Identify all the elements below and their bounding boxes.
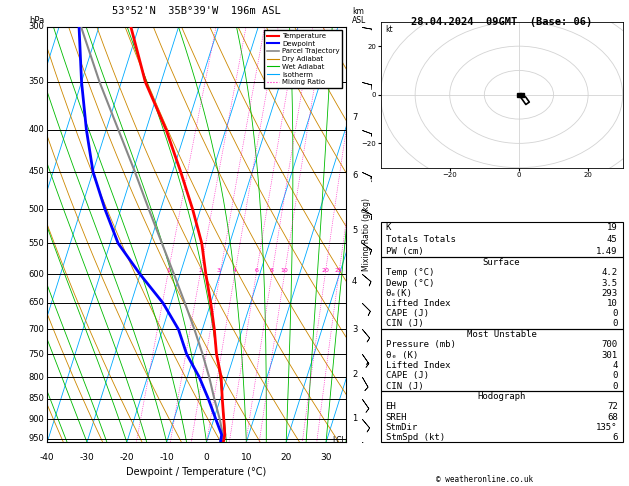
Text: 30: 30 [320, 452, 331, 462]
Text: 800: 800 [28, 373, 44, 382]
Text: Hodograph: Hodograph [477, 392, 526, 401]
Text: 135°: 135° [596, 423, 618, 432]
Text: 400: 400 [28, 125, 44, 134]
Text: 3: 3 [352, 325, 357, 334]
Text: 10: 10 [607, 299, 618, 308]
Text: 0: 0 [612, 371, 618, 380]
Text: 4: 4 [612, 361, 618, 370]
Text: Lifted Index: Lifted Index [386, 361, 450, 370]
Text: -30: -30 [80, 452, 94, 462]
Text: 750: 750 [28, 349, 44, 359]
Text: 550: 550 [28, 239, 44, 248]
Text: 8: 8 [270, 268, 274, 273]
Text: 4: 4 [233, 268, 237, 273]
Text: 4.2: 4.2 [601, 268, 618, 278]
Text: PW (cm): PW (cm) [386, 247, 423, 256]
Text: 450: 450 [28, 167, 44, 176]
Text: 900: 900 [28, 415, 44, 424]
Text: 300: 300 [28, 22, 44, 31]
Text: LCL: LCL [332, 436, 346, 445]
Text: Mixing Ratio (g/kg): Mixing Ratio (g/kg) [362, 198, 371, 271]
Text: Dewpoint / Temperature (°C): Dewpoint / Temperature (°C) [126, 467, 267, 477]
Text: 950: 950 [28, 434, 44, 443]
Text: 7: 7 [352, 113, 357, 122]
Text: © weatheronline.co.uk: © weatheronline.co.uk [436, 474, 533, 484]
Text: 700: 700 [601, 340, 618, 349]
Text: 2: 2 [198, 268, 202, 273]
Text: 600: 600 [28, 270, 44, 279]
Text: Lifted Index: Lifted Index [386, 299, 450, 308]
Text: 53°52'N  35B°39'W  196m ASL: 53°52'N 35B°39'W 196m ASL [112, 6, 281, 17]
Text: 700: 700 [28, 325, 44, 334]
Text: 20: 20 [321, 268, 329, 273]
Text: 350: 350 [28, 77, 44, 87]
Text: 6: 6 [352, 171, 357, 180]
Text: CAPE (J): CAPE (J) [386, 309, 428, 318]
Text: CIN (J): CIN (J) [386, 382, 423, 391]
Text: 2: 2 [352, 370, 357, 380]
Text: Surface: Surface [483, 258, 520, 267]
Text: 3: 3 [218, 268, 223, 273]
Text: Totals Totals: Totals Totals [386, 235, 455, 244]
Text: Dewp (°C): Dewp (°C) [386, 278, 434, 288]
Text: 1: 1 [166, 268, 170, 273]
Text: 0: 0 [612, 382, 618, 391]
Text: -10: -10 [159, 452, 174, 462]
Text: 28.04.2024  09GMT  (Base: 06): 28.04.2024 09GMT (Base: 06) [411, 17, 593, 27]
Text: kt: kt [386, 25, 393, 34]
Text: 6: 6 [612, 433, 618, 442]
Text: CAPE (J): CAPE (J) [386, 371, 428, 380]
Text: Pressure (mb): Pressure (mb) [386, 340, 455, 349]
Text: 301: 301 [601, 351, 618, 360]
Text: K: K [386, 224, 391, 232]
Text: 19: 19 [607, 224, 618, 232]
Text: 5: 5 [352, 226, 357, 235]
Text: EH: EH [386, 402, 396, 412]
Text: 72: 72 [607, 402, 618, 412]
Text: 6: 6 [254, 268, 258, 273]
Text: StmDir: StmDir [386, 423, 418, 432]
Text: 20: 20 [281, 452, 292, 462]
Text: StmSpd (kt): StmSpd (kt) [386, 433, 445, 442]
Text: 0: 0 [612, 309, 618, 318]
Text: 4: 4 [352, 277, 357, 286]
Text: θₑ(K): θₑ(K) [386, 289, 413, 298]
Text: 293: 293 [601, 289, 618, 298]
Text: 1: 1 [352, 414, 357, 423]
Text: 0: 0 [204, 452, 209, 462]
Text: -20: -20 [120, 452, 134, 462]
Text: CIN (J): CIN (J) [386, 319, 423, 329]
Text: 850: 850 [28, 394, 44, 403]
Legend: Temperature, Dewpoint, Parcel Trajectory, Dry Adiabat, Wet Adiabat, Isotherm, Mi: Temperature, Dewpoint, Parcel Trajectory… [264, 30, 342, 88]
Text: 45: 45 [607, 235, 618, 244]
Text: 10: 10 [281, 268, 288, 273]
Text: Temp (°C): Temp (°C) [386, 268, 434, 278]
Text: 1.49: 1.49 [596, 247, 618, 256]
Text: 68: 68 [607, 413, 618, 421]
Text: 650: 650 [28, 298, 44, 308]
Text: SREH: SREH [386, 413, 407, 421]
Text: -40: -40 [40, 452, 55, 462]
Text: 10: 10 [241, 452, 252, 462]
Text: Most Unstable: Most Unstable [467, 330, 537, 339]
Text: 3.5: 3.5 [601, 278, 618, 288]
Text: 500: 500 [28, 205, 44, 214]
Text: 25: 25 [335, 268, 343, 273]
Text: θₑ (K): θₑ (K) [386, 351, 418, 360]
Text: 0: 0 [612, 319, 618, 329]
Text: km
ASL: km ASL [352, 7, 366, 25]
Text: hPa: hPa [29, 16, 44, 25]
